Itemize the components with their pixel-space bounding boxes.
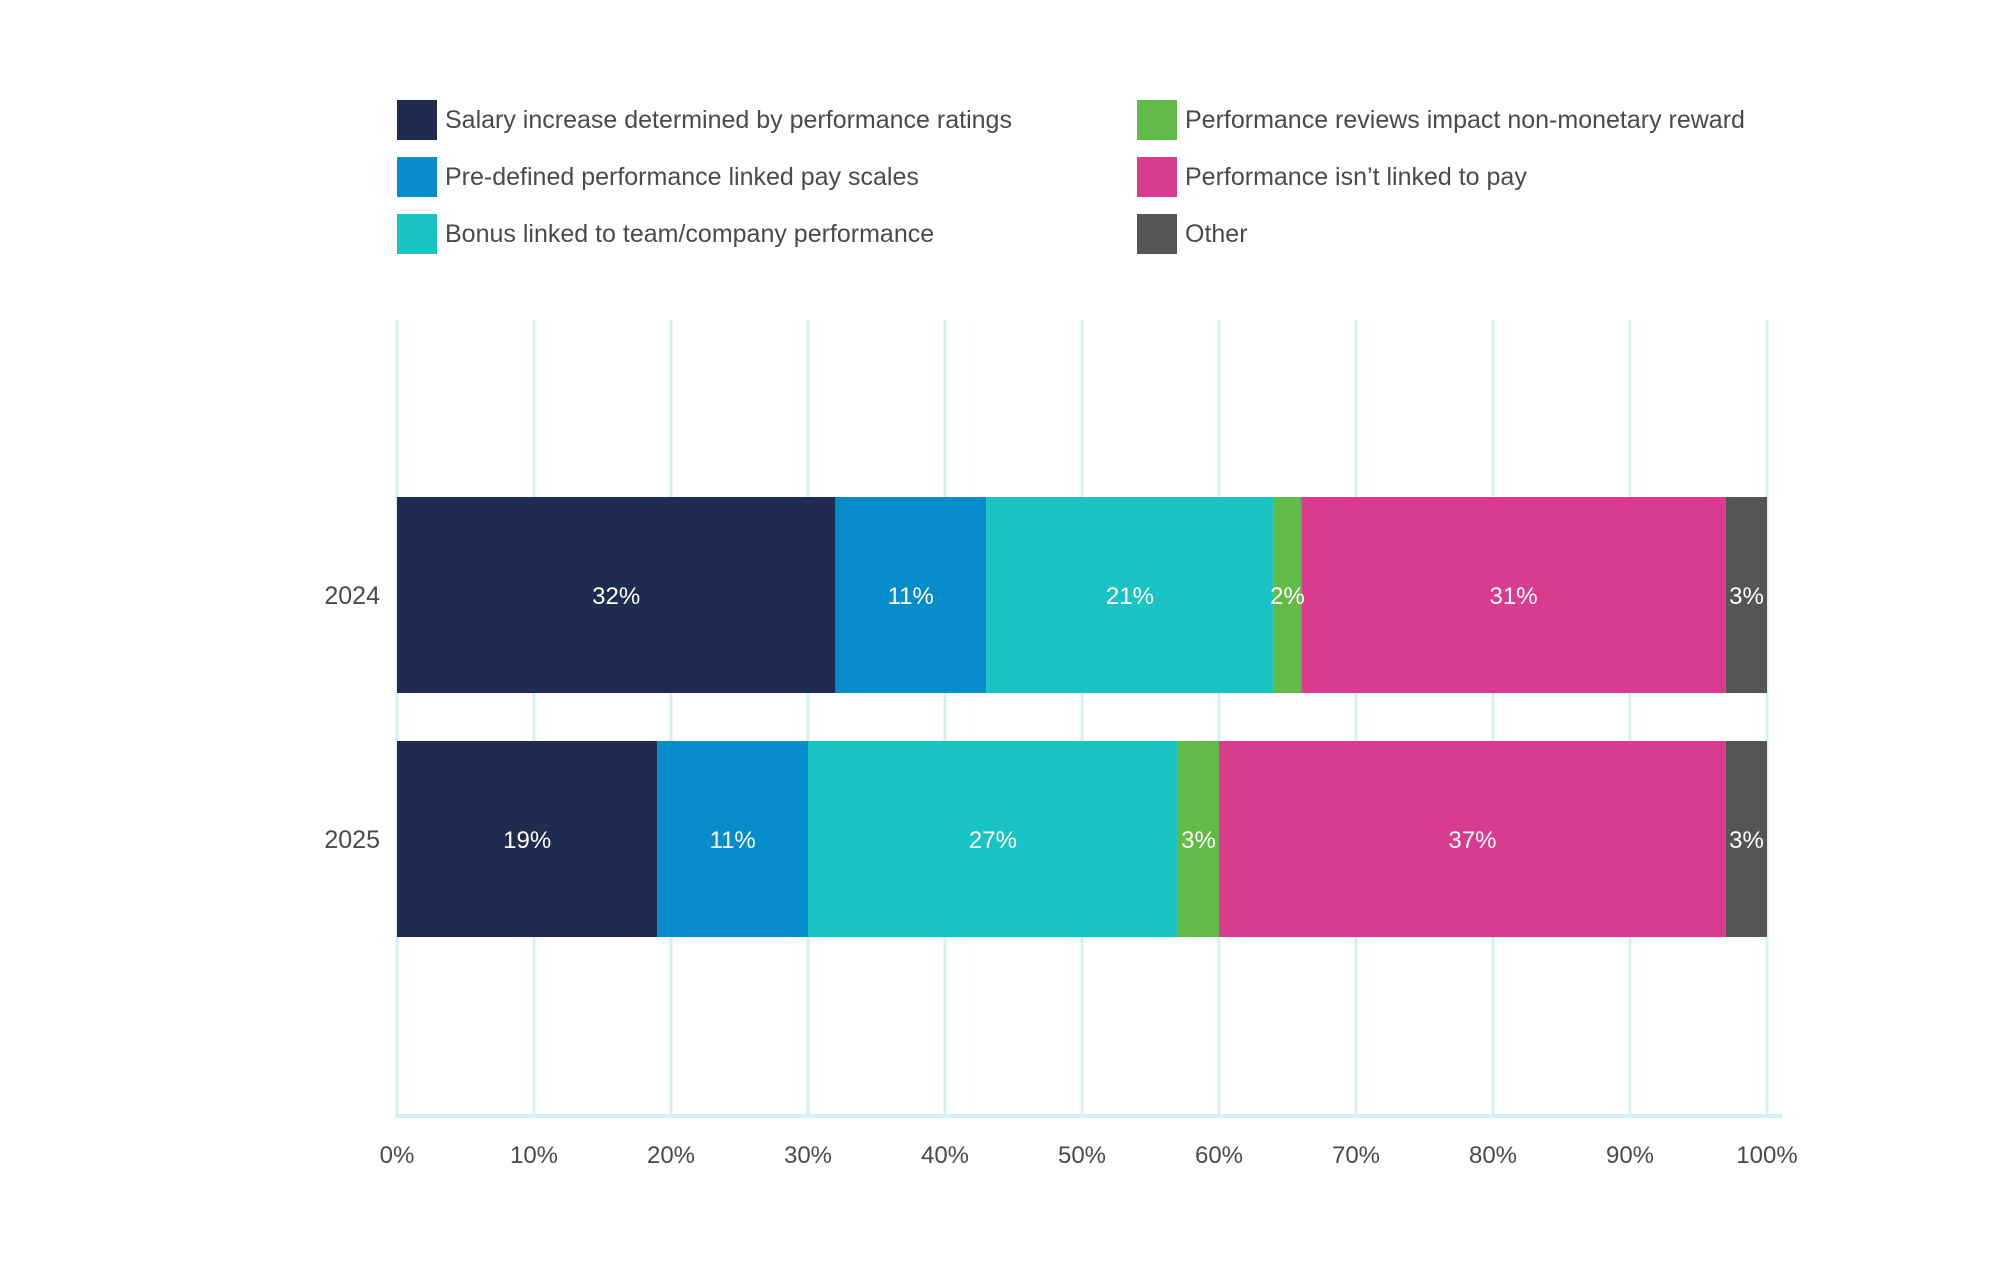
legend-swatch bbox=[1137, 100, 1177, 140]
grid-layer bbox=[395, 320, 1769, 1116]
bar-segment bbox=[808, 741, 1178, 937]
bar-segment bbox=[1725, 497, 1767, 693]
axis-layer: 0% 10% 20% 30% 40% 50% 60% 70% 80% 90% 100% 2024 202… bbox=[324, 582, 1797, 1169]
x-tick-label: 60% bbox=[1195, 1142, 1243, 1169]
x-tick-label: 80% bbox=[1469, 1142, 1517, 1169]
bar-segment bbox=[1177, 741, 1219, 937]
bar-segment bbox=[1273, 497, 1302, 693]
x-tick-label: 10% bbox=[510, 1142, 558, 1169]
x-tick-label: 100% bbox=[1736, 1142, 1797, 1169]
data-label: 31% bbox=[1490, 583, 1538, 610]
x-tick-label: 90% bbox=[1606, 1142, 1654, 1169]
data-label: 11% bbox=[888, 583, 934, 610]
x-tick-label: 70% bbox=[1332, 1142, 1380, 1169]
x-tick-label: 30% bbox=[784, 1142, 832, 1169]
legend-label: Bonus linked to team/company performance bbox=[445, 220, 934, 248]
legend-swatch bbox=[1137, 214, 1177, 254]
legend-label: Performance reviews impact non-monetary … bbox=[1185, 106, 1745, 134]
legend-swatch bbox=[1137, 157, 1177, 197]
x-tick-label: 20% bbox=[647, 1142, 695, 1169]
y-category-label: 2024 bbox=[324, 582, 380, 610]
bar-segment bbox=[397, 497, 836, 693]
data-labels-layer: 32% 11% 21% 2% 31% 3% 19% 11% 27% 3% 37% 3% bbox=[503, 583, 1764, 854]
legend-label: Performance isn’t linked to pay bbox=[1185, 163, 1527, 191]
data-label: 2% bbox=[1270, 583, 1305, 610]
bar-segment bbox=[1301, 497, 1726, 693]
data-label: 3% bbox=[1729, 583, 1764, 610]
legend-label: Salary increase determined by performanc… bbox=[445, 106, 1012, 134]
bars-layer bbox=[397, 497, 1767, 937]
legend-label: Other bbox=[1185, 220, 1248, 248]
data-label: 3% bbox=[1181, 827, 1216, 854]
data-label: 32% bbox=[592, 583, 640, 610]
legend-label: Pre-defined performance linked pay scale… bbox=[445, 163, 919, 191]
data-label: 27% bbox=[969, 827, 1017, 854]
legend-swatch bbox=[397, 100, 437, 140]
data-label: 3% bbox=[1729, 827, 1764, 854]
legend-swatch bbox=[397, 157, 437, 197]
data-label: 19% bbox=[503, 827, 551, 854]
y-category-label: 2025 bbox=[324, 826, 380, 854]
bar-segment bbox=[397, 741, 658, 937]
x-tick-label: 0% bbox=[380, 1142, 415, 1169]
legend: Salary increase determined by performanc… bbox=[397, 100, 1745, 254]
data-label: 11% bbox=[710, 827, 756, 854]
bar-segment bbox=[986, 497, 1274, 693]
bar-segment bbox=[657, 741, 808, 937]
bar-segment bbox=[835, 497, 987, 693]
bar-segment bbox=[1219, 741, 1726, 937]
x-tick-label: 50% bbox=[1058, 1142, 1106, 1169]
data-label: 37% bbox=[1448, 827, 1496, 854]
legend-swatch bbox=[397, 214, 437, 254]
bar-segment bbox=[1725, 741, 1767, 937]
x-tick-label: 40% bbox=[921, 1142, 969, 1169]
data-label: 21% bbox=[1106, 583, 1154, 610]
